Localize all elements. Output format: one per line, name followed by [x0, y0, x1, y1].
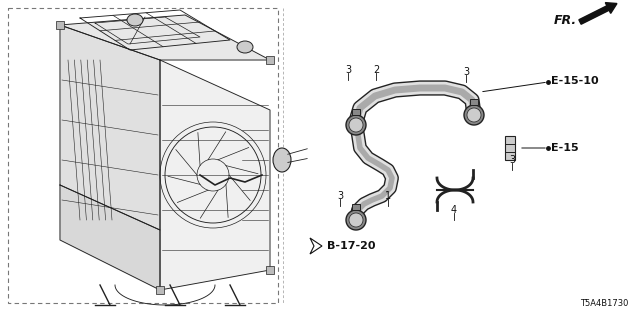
Ellipse shape [127, 14, 143, 26]
Polygon shape [60, 185, 160, 290]
Bar [505, 136, 515, 160]
Circle shape [467, 108, 481, 122]
Circle shape [346, 210, 366, 230]
Polygon shape [60, 15, 270, 60]
Text: 1: 1 [385, 191, 391, 201]
Bar [156, 286, 164, 294]
Bar [56, 21, 64, 29]
Circle shape [349, 213, 363, 227]
Bar [266, 56, 274, 64]
Ellipse shape [237, 41, 253, 53]
Text: 3: 3 [509, 155, 515, 165]
Text: 2: 2 [373, 65, 379, 75]
Circle shape [349, 118, 363, 132]
Text: E-15: E-15 [551, 143, 579, 153]
FancyArrow shape [579, 3, 617, 24]
Text: 3: 3 [345, 65, 351, 75]
Bar [352, 204, 360, 210]
Bar [8, 8, 278, 303]
Text: 4: 4 [451, 205, 457, 215]
Circle shape [346, 115, 366, 135]
Text: T5A4B1730: T5A4B1730 [580, 299, 628, 308]
Polygon shape [60, 25, 160, 230]
Bar [352, 109, 360, 115]
Text: 3: 3 [463, 67, 469, 77]
Ellipse shape [273, 148, 291, 172]
Bar [470, 99, 478, 105]
Text: 3: 3 [337, 191, 343, 201]
Circle shape [464, 105, 484, 125]
Text: B-17-20: B-17-20 [327, 241, 376, 251]
Text: FR.: FR. [554, 13, 577, 27]
Bar [266, 266, 274, 274]
Text: E-15-10: E-15-10 [551, 76, 598, 86]
Polygon shape [160, 60, 270, 290]
